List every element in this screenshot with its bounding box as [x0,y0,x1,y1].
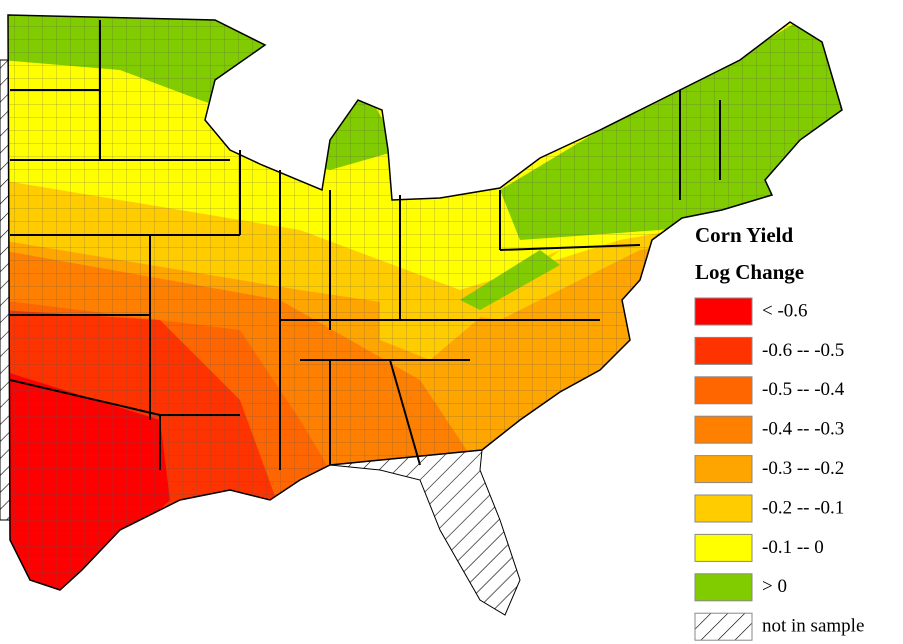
state-borders [9,20,721,470]
legend-swatch [694,415,753,444]
legend-title: Corn Yield [695,223,794,247]
legend-swatch [694,376,753,405]
legend-swatch [694,455,753,484]
outline [7,14,843,591]
legend-swatch [694,533,753,562]
hatched-area [329,449,521,616]
legend-label: -0.1 -- 0 [762,537,824,558]
legend-label: > 0 [762,576,787,597]
legend-swatch [694,573,753,602]
legend-label: < -0.6 [762,300,808,321]
legend-title: Log Change [695,260,804,284]
legend-swatch [694,612,753,641]
legend-label: -0.6 -- -0.5 [762,340,844,361]
legend-label: not in sample [762,616,864,637]
legend-label: -0.4 -- -0.3 [762,419,844,440]
legend-swatch [694,336,753,365]
legend-swatch [694,494,753,523]
legend: Corn Yield Log Change < -0.6 -0.6 -- -0.5 -0… [694,223,864,641]
legend-label: -0.5 -- -0.4 [762,379,845,400]
legend-label: -0.2 -- -0.1 [762,497,844,518]
legend-swatch [694,297,753,326]
legend-label: -0.3 -- -0.2 [762,458,844,479]
